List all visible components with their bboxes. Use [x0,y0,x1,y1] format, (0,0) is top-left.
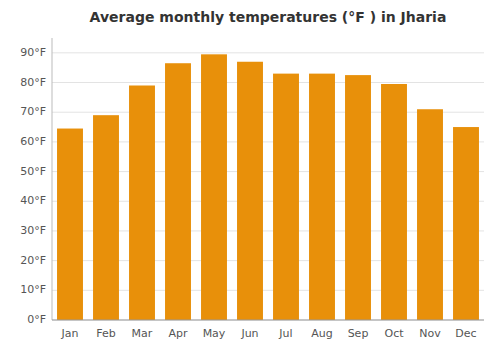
y-axis: 0°F 10°F 20°F 30°F 40°F 50°F 60°F 70°F 80°F 90°F [20,38,52,326]
y-tick-label: 0°F [27,313,46,326]
y-tick-label: 90°F [20,46,46,59]
bar [273,74,299,320]
x-tick-label: Oct [384,327,404,340]
x-tick-label: Sep [348,327,369,340]
x-tick-label: Aug [311,327,332,340]
page: {"chart_data": {"type": "bar", "title": … [0,0,500,350]
y-tick-label: 50°F [20,165,46,178]
chart-svg: 0°F 10°F 20°F 30°F 40°F 50°F 60°F 70°F 80°F 90°F J… [0,0,500,350]
bar [129,85,155,320]
bar [309,74,335,320]
bar [57,129,83,320]
grid-line [52,82,484,83]
bar [93,115,119,320]
bars [57,54,479,320]
y-axis-line [52,38,53,320]
x-tick-label: Jun [240,327,258,340]
bar [237,62,263,320]
bar [453,127,479,320]
y-tick-label: 70°F [20,105,46,118]
x-axis-line [52,320,484,321]
y-tick-label: 80°F [20,76,46,89]
bar [345,75,371,320]
chart-container: 0°F 10°F 20°F 30°F 40°F 50°F 60°F 70°F 80°F 90°F J… [0,0,500,350]
grid [52,53,484,320]
x-tick-label: Dec [455,327,476,340]
x-tick-label: May [203,327,226,340]
x-tick-label: Apr [168,327,188,340]
y-tick-label: 10°F [20,283,46,296]
bar [381,84,407,320]
bar [165,63,191,320]
bar [417,109,443,320]
x-axis: Jan Feb Mar Apr May Jun Jul Aug Sep Oct Nov Dec [52,320,484,340]
y-tick-label: 20°F [20,254,46,267]
bar [201,54,227,320]
x-tick-label: Mar [132,327,153,340]
grid-line [52,52,484,53]
y-tick-label: 60°F [20,135,46,148]
chart-title: Average monthly temperatures (°F ) in Jh… [90,9,447,25]
grid-line [52,320,484,321]
y-tick-label: 40°F [20,194,46,207]
x-tick-label: Jul [278,327,292,340]
y-tick-label: 30°F [20,224,46,237]
x-tick-label: Nov [419,327,441,340]
x-tick-label: Feb [96,327,115,340]
x-tick-label: Jan [61,327,79,340]
